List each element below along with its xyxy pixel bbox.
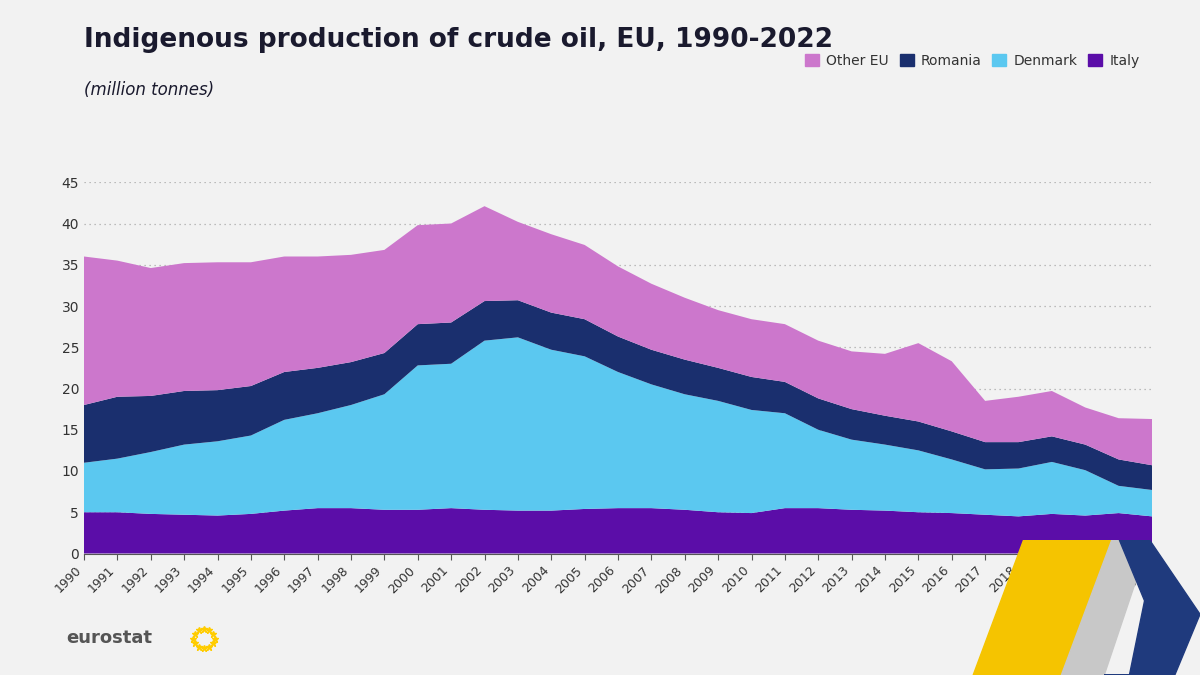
Legend: Other EU, Romania, Denmark, Italy: Other EU, Romania, Denmark, Italy [799, 48, 1145, 73]
Text: (million tonnes): (million tonnes) [84, 81, 214, 99]
Text: eurostat: eurostat [66, 629, 152, 647]
Polygon shape [1104, 540, 1200, 675]
Polygon shape [973, 540, 1111, 675]
Text: Indigenous production of crude oil, EU, 1990-2022: Indigenous production of crude oil, EU, … [84, 27, 833, 53]
Polygon shape [1062, 540, 1150, 675]
